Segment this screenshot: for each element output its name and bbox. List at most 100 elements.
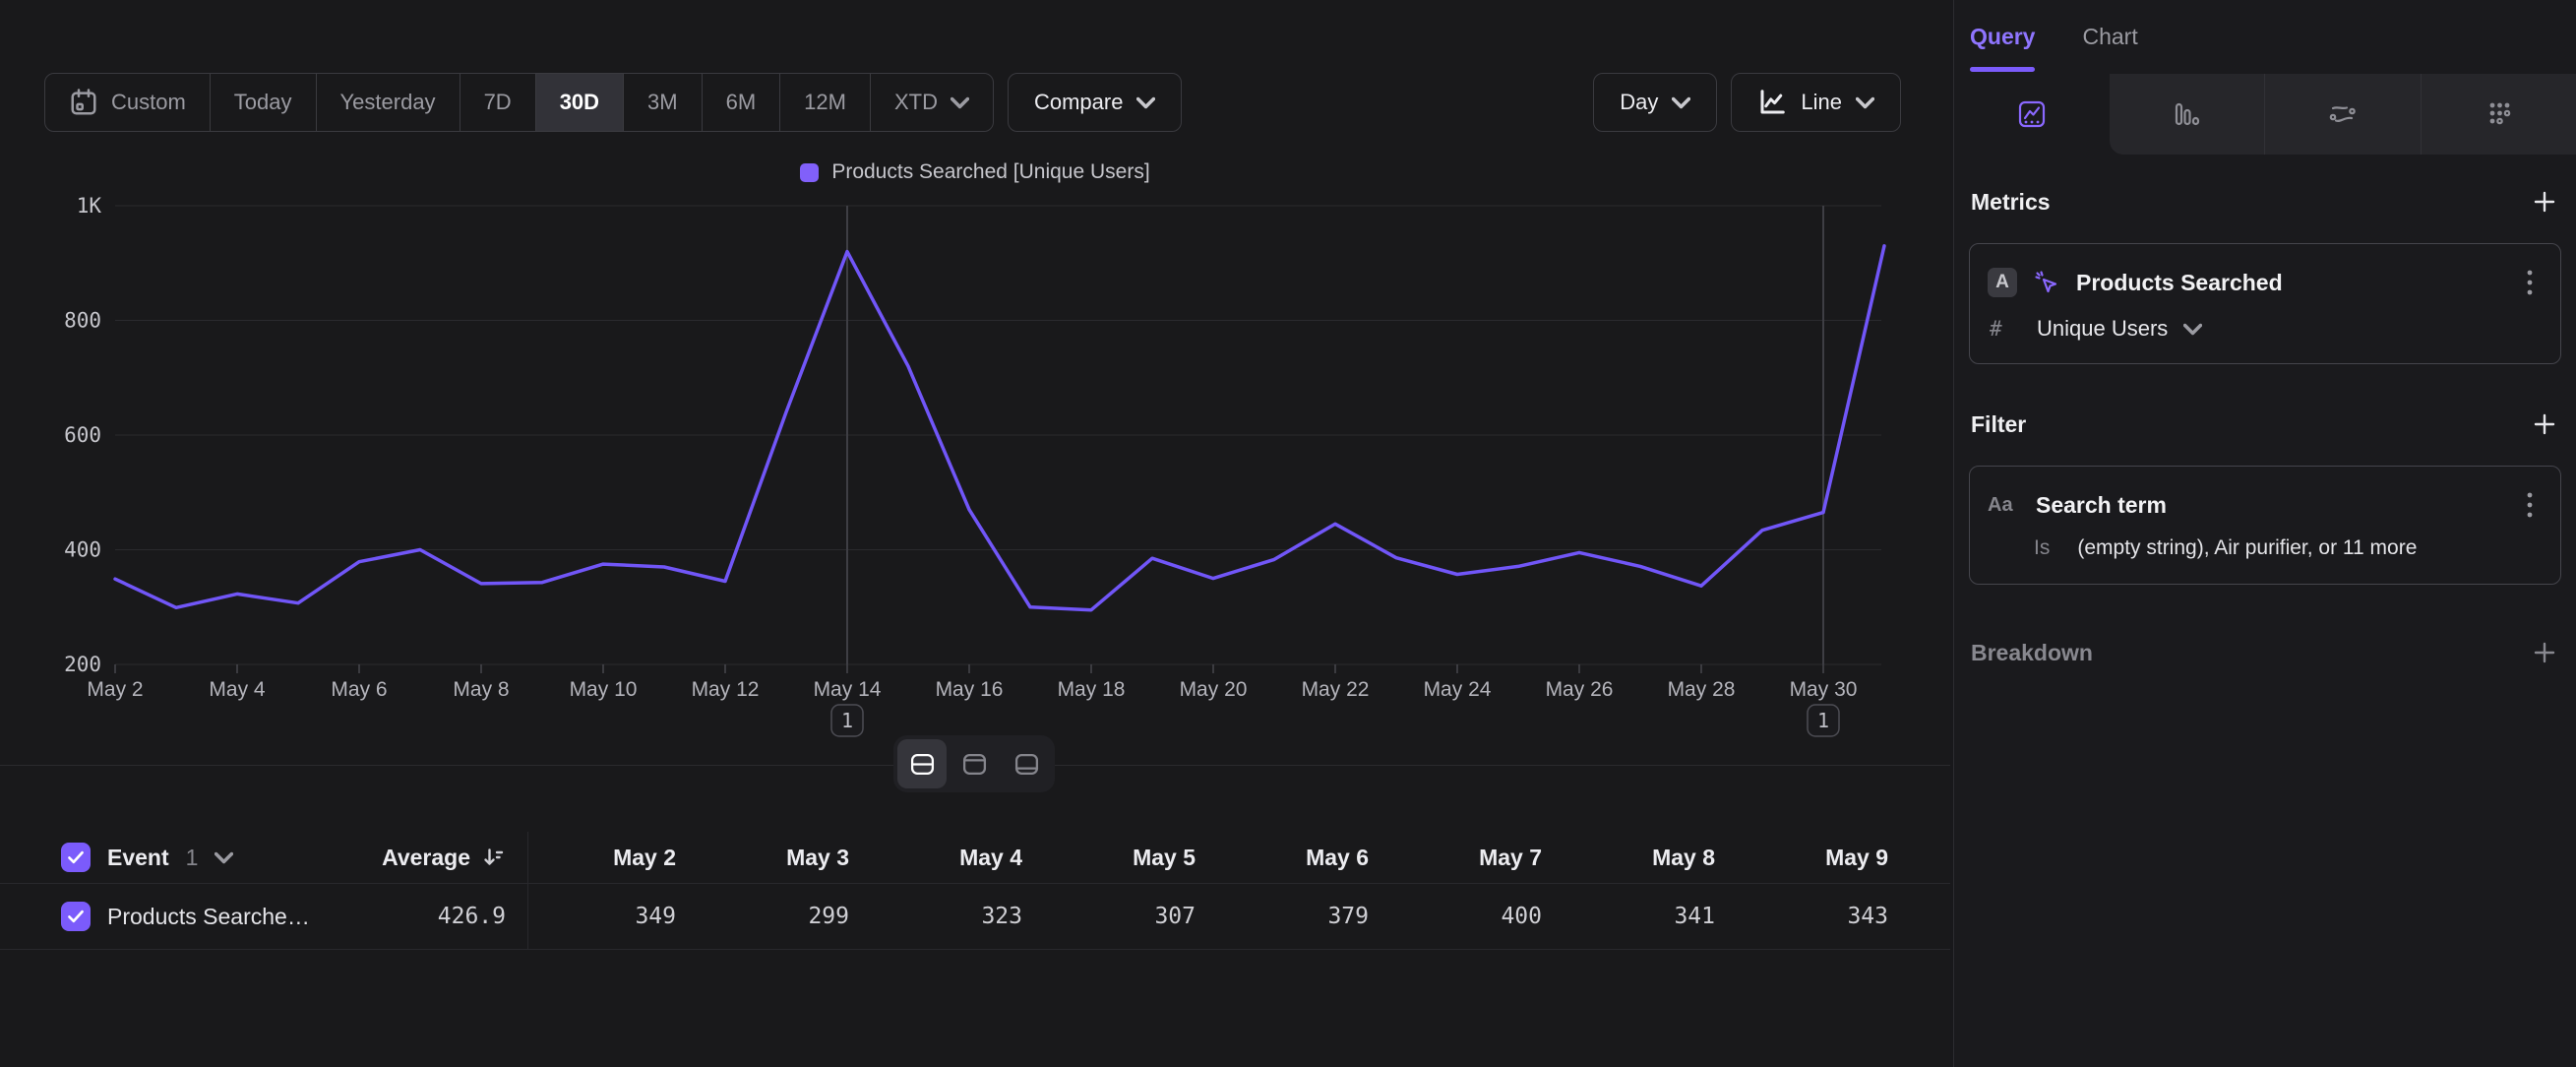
- plus-icon: [2534, 642, 2555, 663]
- add-metric-button[interactable]: [2530, 187, 2559, 217]
- x-axis-label: May 12: [692, 678, 760, 701]
- filter-property-name: Search term: [2036, 491, 2167, 518]
- text-property-icon: Aa: [1988, 493, 2013, 516]
- series-checkbox[interactable]: [61, 902, 91, 931]
- x-axis-label: May 4: [209, 678, 266, 701]
- check-icon: [68, 850, 84, 864]
- x-axis-label: May 14: [814, 678, 882, 701]
- chart-type-label: Line: [1801, 90, 1842, 114]
- range-3m[interactable]: 3M: [624, 74, 703, 131]
- range-custom[interactable]: Custom: [45, 74, 211, 131]
- chevron-down-icon: [1856, 96, 1874, 108]
- metrics-title: Metrics: [1971, 188, 2051, 215]
- range-7d[interactable]: 7D: [460, 74, 536, 131]
- chevron-down-icon[interactable]: [215, 851, 234, 864]
- table-col-header[interactable]: May 7: [1479, 844, 1542, 870]
- legend-label: Products Searched [Unique Users]: [831, 160, 1150, 183]
- y-axis-label: 800: [64, 309, 101, 333]
- tab-funnels[interactable]: [2109, 74, 2264, 155]
- breakdown-title: Breakdown: [1971, 639, 2093, 665]
- event-header-cell[interactable]: Event 1: [0, 843, 317, 872]
- annotation-badge[interactable]: [1807, 704, 1840, 737]
- table-col-header[interactable]: May 6: [1306, 844, 1369, 870]
- aggregation-label: Unique Users: [2037, 316, 2169, 341]
- tab-retention[interactable]: [2420, 74, 2576, 155]
- range-label: 12M: [804, 90, 846, 114]
- x-axis-label: May 10: [570, 678, 638, 701]
- table-cell: 343: [1847, 904, 1888, 929]
- tab-chart[interactable]: Chart: [2082, 0, 2137, 74]
- granularity-button[interactable]: Day: [1593, 73, 1718, 132]
- range-30d[interactable]: 30D: [535, 74, 625, 131]
- event-click-icon: [2035, 271, 2057, 293]
- filter-title: Filter: [1971, 410, 2027, 437]
- x-axis-label: May 6: [331, 678, 387, 701]
- x-axis-label: May 18: [1058, 678, 1126, 701]
- filter-card[interactable]: Aa Search term Is (empty string), Air pu…: [1969, 466, 2561, 585]
- range-xtd[interactable]: XTD: [871, 74, 993, 131]
- compare-label: Compare: [1033, 90, 1124, 114]
- table-col-header[interactable]: May 9: [1825, 844, 1888, 870]
- kebab-icon: [2527, 492, 2533, 518]
- range-label: 6M: [725, 90, 757, 114]
- range-12m[interactable]: 12M: [780, 74, 871, 131]
- range-label: XTD: [893, 90, 938, 114]
- layout-chart-view-button[interactable]: [950, 739, 999, 788]
- plus-icon: [2534, 413, 2555, 435]
- range-yesterday[interactable]: Yesterday: [317, 74, 460, 131]
- tab-insights[interactable]: [1954, 74, 2110, 155]
- table-col-header[interactable]: May 4: [959, 844, 1022, 870]
- calendar-icon: [71, 89, 96, 115]
- x-axis-label: May 22: [1302, 678, 1370, 701]
- annotation-badge[interactable]: [830, 704, 864, 737]
- toolbar: Custom Today Yesterday 7D 30D 3M 6M 12M XTD Comp…: [44, 73, 1901, 132]
- check-icon: [68, 910, 84, 923]
- x-axis-label: May 8: [453, 678, 509, 701]
- layout-split-view-button[interactable]: [897, 739, 947, 788]
- flows-icon: [2329, 106, 2356, 123]
- series-line: [113, 244, 1886, 612]
- date-header-cells: May 2 May 3 May 4 May 5 May 6 May 7 May 8 May 9: [528, 845, 1950, 871]
- filter-menu-button[interactable]: [2517, 490, 2543, 520]
- filter-condition-row[interactable]: Is (empty string), Air purifier, or 11 m…: [1988, 536, 2543, 560]
- sort-descending-icon[interactable]: [482, 846, 506, 869]
- layout-table-view-button[interactable]: [1002, 739, 1051, 788]
- tab-flows[interactable]: [2264, 74, 2421, 155]
- table-cell: 299: [808, 904, 849, 929]
- event-checkbox[interactable]: [61, 843, 91, 872]
- aggregation-row[interactable]: # Unique Users: [1988, 316, 2543, 342]
- panel-tabs: Query Chart: [1954, 0, 2576, 74]
- table-col-header[interactable]: May 2: [613, 844, 676, 870]
- add-breakdown-button[interactable]: [2530, 638, 2559, 667]
- x-axis-label: May 20: [1180, 678, 1248, 701]
- table-cell: 379: [1327, 904, 1369, 929]
- chevron-down-icon: [1136, 96, 1156, 108]
- table-row: Products Searched [Un... 426.9 349 299 323…: [0, 884, 1950, 950]
- metric-menu-button[interactable]: [2517, 268, 2543, 297]
- table-col-header[interactable]: May 5: [1133, 844, 1196, 870]
- metric-card[interactable]: A Products Searched # Unique Users: [1969, 243, 2561, 364]
- x-axis-label: May 24: [1424, 678, 1492, 701]
- table-col-header[interactable]: May 3: [786, 844, 849, 870]
- filter-operator: Is: [2034, 536, 2051, 559]
- chart-view-icon: [962, 753, 986, 775]
- tab-query[interactable]: Query: [1970, 0, 2036, 74]
- range-6m[interactable]: 6M: [703, 74, 781, 131]
- metrics-section-header: Metrics: [1969, 187, 2561, 217]
- query-panel: Query Chart: [1953, 0, 2576, 1067]
- range-today[interactable]: Today: [211, 74, 317, 131]
- line-chart-icon: [1760, 90, 1786, 114]
- table-col-header[interactable]: May 8: [1652, 844, 1715, 870]
- breakdown-section-header: Breakdown: [1969, 638, 2561, 667]
- compare-button[interactable]: Compare: [1007, 73, 1183, 132]
- range-label: Today: [233, 90, 292, 114]
- range-label: Yesterday: [339, 90, 436, 114]
- average-header-cell[interactable]: Average: [317, 832, 528, 883]
- add-filter-button[interactable]: [2530, 409, 2559, 439]
- chevron-down-icon: [2183, 323, 2203, 335]
- chart-type-button[interactable]: Line: [1731, 73, 1901, 132]
- annotation-badge-label: 1: [1817, 709, 1829, 732]
- x-axis-label: May 2: [87, 678, 143, 701]
